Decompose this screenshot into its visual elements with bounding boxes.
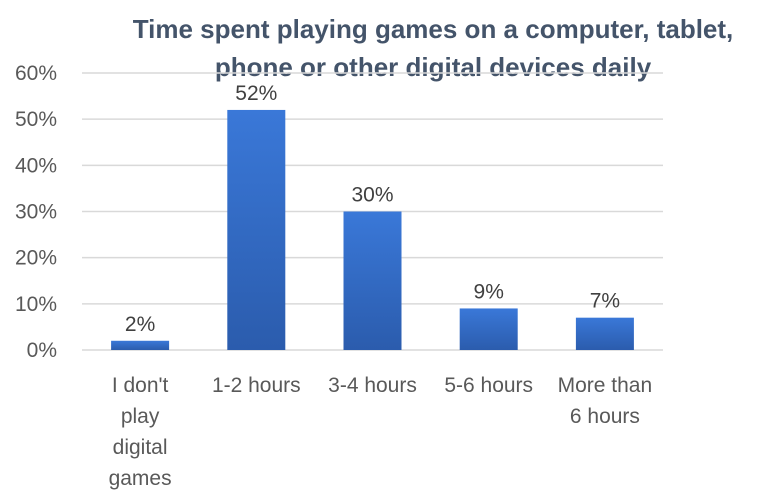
data-label: 52% (235, 82, 277, 105)
x-category-label: 6 hours (570, 405, 640, 428)
chart-title: Time spent playing games on a computer, … (95, 10, 771, 86)
data-label: 2% (125, 313, 155, 336)
chart-title-line-1: Time spent playing games on a computer, … (132, 14, 734, 44)
data-label: 7% (590, 290, 620, 313)
x-category-label: I don't (112, 374, 169, 397)
data-label: 30% (351, 184, 393, 207)
y-tick-label: 40% (15, 154, 57, 177)
y-tick-label: 50% (15, 108, 57, 131)
x-category-label: games (109, 467, 172, 490)
y-tick-label: 60% (15, 62, 57, 85)
y-tick-label: 30% (15, 201, 57, 224)
x-category-label: More than (558, 374, 653, 397)
bar (343, 211, 402, 350)
bar (227, 109, 286, 350)
y-tick-label: 0% (27, 339, 57, 362)
y-tick-label: 20% (15, 247, 57, 270)
bar (459, 308, 518, 350)
bar (575, 317, 634, 350)
data-label: 9% (474, 280, 504, 303)
x-category-label: 3-4 hours (328, 374, 417, 397)
y-tick-label: 10% (15, 293, 57, 316)
x-category-label: 1-2 hours (212, 374, 301, 397)
x-category-label: play (121, 405, 160, 428)
chart-title-line-2: phone or other digital devices daily (214, 52, 652, 82)
x-category-label: 5-6 hours (444, 374, 533, 397)
x-category-label: digital (113, 436, 168, 459)
bar (111, 340, 170, 350)
